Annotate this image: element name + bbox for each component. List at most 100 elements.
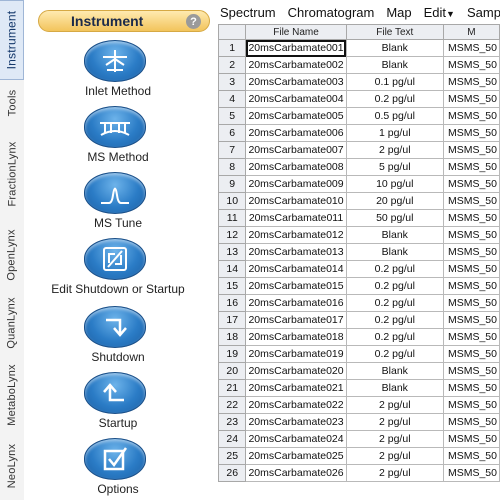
table-row[interactable]: 15 20msCarbamate015 0.2 pg/ul MSMS_50 <box>218 277 500 295</box>
help-icon[interactable]: ? <box>186 14 201 29</box>
startup-button[interactable]: Startup <box>24 372 212 432</box>
file-name-cell[interactable]: 20msCarbamate025 <box>245 447 347 465</box>
file-name-cell[interactable]: 20msCarbamate010 <box>245 192 347 210</box>
file-name-cell[interactable]: 20msCarbamate014 <box>245 260 347 278</box>
row-number-cell[interactable]: 20 <box>218 362 247 380</box>
table-row[interactable]: 22 20msCarbamate022 2 pg/ul MSMS_50 <box>218 396 500 414</box>
table-row[interactable]: 4 20msCarbamate004 0.2 pg/ul MSMS_50 <box>218 90 500 108</box>
table-row[interactable]: 19 20msCarbamate019 0.2 pg/ul MSMS_50 <box>218 345 500 363</box>
ms-file-cell[interactable]: MSMS_50 <box>442 158 500 176</box>
file-text-cell[interactable]: 50 pg/ul <box>345 209 444 227</box>
edit-shutdown-startup-button[interactable]: Edit Shutdown or Startup <box>24 238 212 298</box>
file-text-cell[interactable]: 2 pg/ul <box>345 447 444 465</box>
column-header-file-text[interactable]: File Text <box>345 24 444 40</box>
menu-samples[interactable]: Samp <box>466 4 500 20</box>
file-name-cell[interactable]: 20msCarbamate004 <box>245 90 347 108</box>
menu-spectrum[interactable]: Spectrum <box>220 4 276 20</box>
ms-tune-button[interactable]: MS Tune <box>24 172 212 232</box>
ms-file-cell[interactable]: MSMS_50 <box>442 311 500 329</box>
row-number-cell[interactable]: 26 <box>218 464 247 482</box>
column-header-ms-file[interactable]: M <box>442 24 500 40</box>
file-name-cell[interactable]: 20msCarbamate003 <box>245 73 347 91</box>
row-number-cell[interactable]: 21 <box>218 379 247 397</box>
table-row[interactable]: 13 20msCarbamate013 Blank MSMS_50 <box>218 243 500 261</box>
table-row[interactable]: 8 20msCarbamate008 5 pg/ul MSMS_50 <box>218 158 500 176</box>
inlet-method-button[interactable]: Inlet Method <box>24 40 212 100</box>
shutdown-button[interactable]: Shutdown <box>24 306 212 366</box>
row-number-cell[interactable]: 5 <box>218 107 247 125</box>
file-name-cell[interactable]: 20msCarbamate023 <box>245 413 347 431</box>
ms-file-cell[interactable]: MSMS_50 <box>442 107 500 125</box>
ms-file-cell[interactable]: MSMS_50 <box>442 396 500 414</box>
file-name-cell[interactable]: 20msCarbamate018 <box>245 328 347 346</box>
tab-fractionlynx[interactable]: FractionLynx <box>0 128 24 220</box>
file-text-cell[interactable]: 0.1 pg/ul <box>345 73 444 91</box>
file-name-cell[interactable]: 20msCarbamate008 <box>245 158 347 176</box>
row-number-cell[interactable]: 25 <box>218 447 247 465</box>
tab-tools[interactable]: Tools <box>0 80 24 126</box>
file-name-cell[interactable]: 20msCarbamate005 <box>245 107 347 125</box>
row-number-cell[interactable]: 15 <box>218 277 247 295</box>
table-row[interactable]: 25 20msCarbamate025 2 pg/ul MSMS_50 <box>218 447 500 465</box>
file-name-cell[interactable]: 20msCarbamate002 <box>245 56 347 74</box>
ms-file-cell[interactable]: MSMS_50 <box>442 345 500 363</box>
file-text-cell[interactable]: 0.2 pg/ul <box>345 294 444 312</box>
file-name-cell[interactable]: 20msCarbamate007 <box>245 141 347 159</box>
ms-file-cell[interactable]: MSMS_50 <box>442 379 500 397</box>
file-text-cell[interactable]: 0.2 pg/ul <box>345 328 444 346</box>
ms-file-cell[interactable]: MSMS_50 <box>442 413 500 431</box>
file-text-cell[interactable]: 5 pg/ul <box>345 158 444 176</box>
table-row[interactable]: 23 20msCarbamate023 2 pg/ul MSMS_50 <box>218 413 500 431</box>
file-name-cell[interactable]: 20msCarbamate006 <box>245 124 347 142</box>
row-number-cell[interactable]: 1 <box>218 39 247 57</box>
row-number-cell[interactable]: 13 <box>218 243 247 261</box>
column-header-file-name[interactable]: File Name <box>245 24 347 40</box>
file-text-cell[interactable]: 0.2 pg/ul <box>345 90 444 108</box>
file-name-cell[interactable]: 20msCarbamate015 <box>245 277 347 295</box>
table-row[interactable]: 3 20msCarbamate003 0.1 pg/ul MSMS_50 <box>218 73 500 91</box>
file-text-cell[interactable]: 2 pg/ul <box>345 464 444 482</box>
row-number-cell[interactable]: 18 <box>218 328 247 346</box>
ms-file-cell[interactable]: MSMS_50 <box>442 209 500 227</box>
ms-file-cell[interactable]: MSMS_50 <box>442 464 500 482</box>
file-text-cell[interactable]: Blank <box>345 362 444 380</box>
file-name-cell[interactable]: 20msCarbamate026 <box>245 464 347 482</box>
tab-quanlynx[interactable]: QuanLynx <box>0 290 24 356</box>
ms-file-cell[interactable]: MSMS_50 <box>442 56 500 74</box>
table-row[interactable]: 2 20msCarbamate002 Blank MSMS_50 <box>218 56 500 74</box>
file-name-cell[interactable]: 20msCarbamate020 <box>245 362 347 380</box>
row-number-cell[interactable]: 7 <box>218 141 247 159</box>
file-text-cell[interactable]: 1 pg/ul <box>345 124 444 142</box>
file-text-cell[interactable]: 10 pg/ul <box>345 175 444 193</box>
menu-chromatogram[interactable]: Chromatogram <box>287 4 375 20</box>
row-number-cell[interactable]: 17 <box>218 311 247 329</box>
ms-file-cell[interactable]: MSMS_50 <box>442 192 500 210</box>
file-text-cell[interactable]: Blank <box>345 379 444 397</box>
ms-file-cell[interactable]: MSMS_50 <box>442 175 500 193</box>
menu-edit[interactable]: Edit▼ <box>416 5 459 20</box>
row-number-cell[interactable]: 12 <box>218 226 247 244</box>
ms-file-cell[interactable]: MSMS_50 <box>442 260 500 278</box>
row-number-cell[interactable]: 19 <box>218 345 247 363</box>
row-number-cell[interactable]: 22 <box>218 396 247 414</box>
tab-neolynx[interactable]: NeoLynx <box>0 434 24 498</box>
file-text-cell[interactable]: 20 pg/ul <box>345 192 444 210</box>
tab-openlynx[interactable]: OpenLynx <box>0 222 24 288</box>
file-text-cell[interactable]: 0.2 pg/ul <box>345 277 444 295</box>
row-number-cell[interactable]: 2 <box>218 56 247 74</box>
row-number-cell[interactable]: 9 <box>218 175 247 193</box>
file-text-cell[interactable]: 2 pg/ul <box>345 430 444 448</box>
table-row[interactable]: 12 20msCarbamate012 Blank MSMS_50 <box>218 226 500 244</box>
table-row[interactable]: 20 20msCarbamate020 Blank MSMS_50 <box>218 362 500 380</box>
file-name-cell[interactable]: 20msCarbamate024 <box>245 430 347 448</box>
ms-file-cell[interactable]: MSMS_50 <box>442 294 500 312</box>
table-row[interactable]: 11 20msCarbamate011 50 pg/ul MSMS_50 <box>218 209 500 227</box>
file-text-cell[interactable]: Blank <box>345 243 444 261</box>
file-name-cell[interactable]: 20msCarbamate001 <box>245 39 347 57</box>
file-text-cell[interactable]: 2 pg/ul <box>345 141 444 159</box>
file-text-cell[interactable]: Blank <box>345 226 444 244</box>
table-row[interactable]: 1 20msCarbamate001 Blank MSMS_50 <box>218 39 500 57</box>
row-number-cell[interactable]: 14 <box>218 260 247 278</box>
file-text-cell[interactable]: 0.2 pg/ul <box>345 345 444 363</box>
row-number-cell[interactable]: 23 <box>218 413 247 431</box>
